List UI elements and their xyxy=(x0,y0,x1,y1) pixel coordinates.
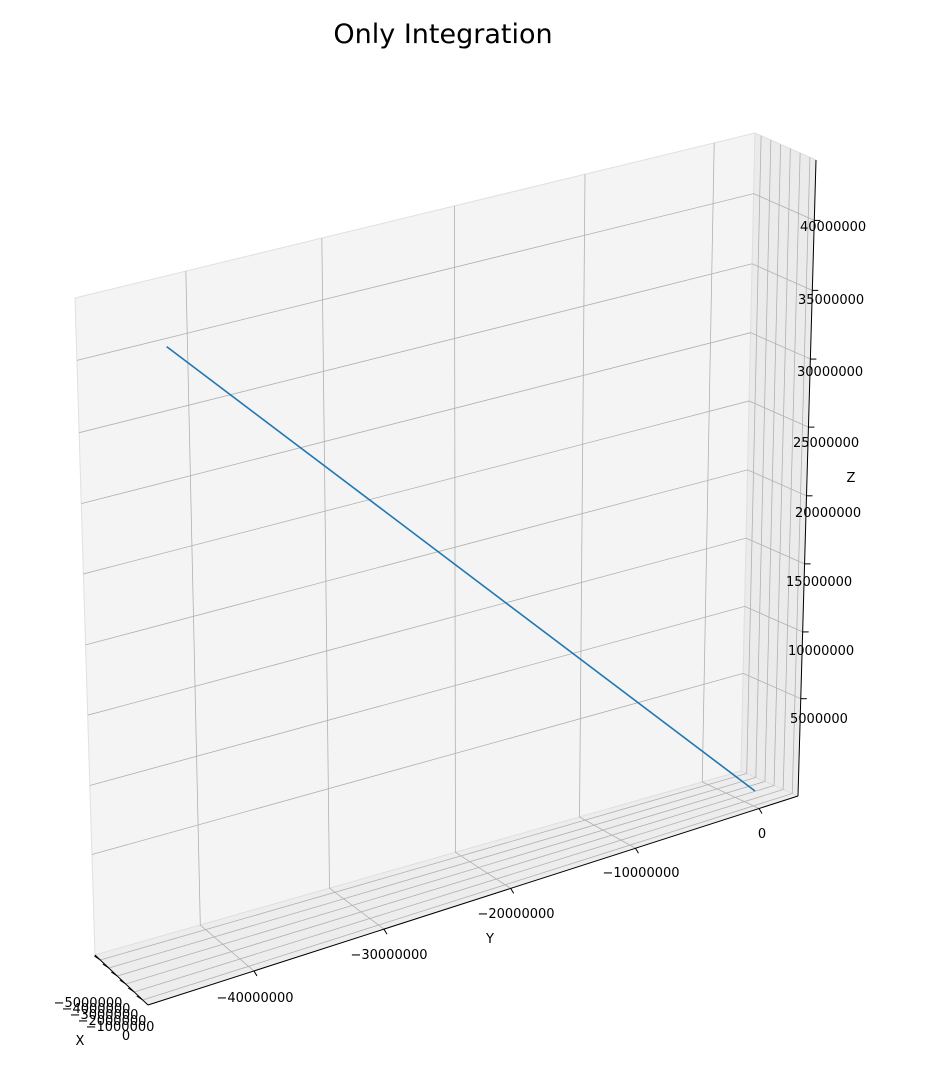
y-axis-label: Y xyxy=(485,932,494,947)
z-tick-label: 10000000 xyxy=(788,644,854,659)
z-grid-line xyxy=(89,605,803,786)
x-grid-line xyxy=(125,148,791,985)
z-tick-label: 40000000 xyxy=(800,220,866,235)
y-tick xyxy=(253,970,258,977)
y-axis-line xyxy=(147,795,799,1006)
x-tick-label: −1000000 xyxy=(86,1020,155,1035)
x-tick-label: −5000000 xyxy=(54,996,123,1011)
y-grid-line xyxy=(185,271,255,972)
x-axis-label: X xyxy=(76,1034,85,1049)
z-tick-label: 15000000 xyxy=(786,575,852,590)
z-grid-line xyxy=(79,263,813,434)
z-grid-line xyxy=(83,400,809,575)
x-tick-label: −3000000 xyxy=(70,1008,139,1023)
z-tick-label: 30000000 xyxy=(797,365,863,380)
y-tick-label: −30000000 xyxy=(350,948,427,963)
x-grid-line xyxy=(117,144,782,977)
y-grid-line xyxy=(321,238,385,930)
z-grid-line xyxy=(76,193,815,361)
z-grid-line xyxy=(87,537,805,716)
z-axis-label: Z xyxy=(847,471,856,486)
y-tick xyxy=(383,928,388,935)
y-grid-line xyxy=(454,205,511,889)
y-tick-label: −20000000 xyxy=(477,907,554,922)
z-grid-line xyxy=(91,672,801,855)
series-layer xyxy=(166,346,756,792)
y-tick-label: 0 xyxy=(758,827,766,842)
x-tick xyxy=(136,995,143,1001)
x-grid-line xyxy=(108,140,772,969)
y-grid-line xyxy=(701,142,760,809)
y-tick xyxy=(758,808,763,814)
x-tick xyxy=(102,963,110,969)
x-tick xyxy=(110,971,118,977)
axis-lines xyxy=(94,159,821,1006)
grid-lines xyxy=(76,135,815,1001)
x-grid-line xyxy=(142,157,811,1001)
z-axis-line xyxy=(797,159,817,797)
z-tick-label: 5000000 xyxy=(790,712,848,727)
series-line xyxy=(166,346,756,792)
y-tick xyxy=(510,888,515,894)
y-grid-line xyxy=(579,174,636,849)
tick-labels: −40000000−30000000−20000000−100000000500… xyxy=(54,220,867,1044)
x-tick xyxy=(119,979,127,985)
x-axis-line xyxy=(94,954,149,1006)
axes-panes xyxy=(74,132,817,1006)
x-tick xyxy=(94,955,101,961)
z-tick-label: 25000000 xyxy=(793,436,859,451)
x-tick-label: 0 xyxy=(122,1029,130,1044)
chart-title: Only Integration xyxy=(333,19,552,50)
y-tick-label: −40000000 xyxy=(216,991,293,1006)
z-grid-line xyxy=(85,469,807,646)
y-tick xyxy=(635,847,639,854)
x-tick-label: −4000000 xyxy=(62,1002,131,1017)
z-tick-label: 35000000 xyxy=(798,293,864,308)
x-tick-label: −2000000 xyxy=(78,1014,147,1029)
y-tick-label: −10000000 xyxy=(602,866,679,881)
x-grid-line xyxy=(134,152,801,993)
z-grid-line xyxy=(81,332,811,505)
x-tick xyxy=(127,987,135,993)
x-grid-line xyxy=(100,135,762,961)
z-tick-label: 20000000 xyxy=(795,506,861,521)
